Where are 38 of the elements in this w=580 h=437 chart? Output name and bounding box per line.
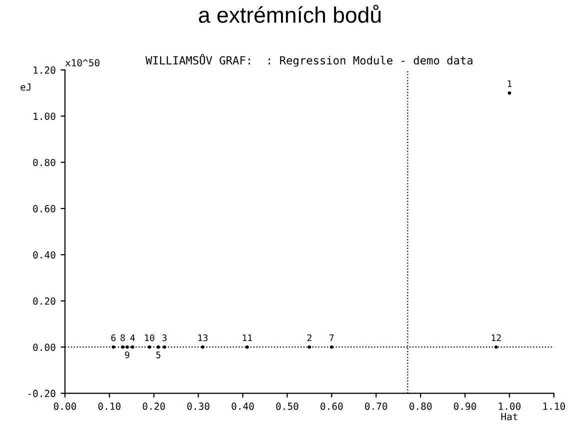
y-tick-label: -0.20 — [28, 390, 56, 398]
y-tick-label: 0.40 — [33, 251, 56, 259]
x-tick-label: 0.60 — [320, 402, 343, 410]
annotation: 9 — [125, 351, 130, 358]
annotation: 11 — [242, 334, 252, 342]
text: a extrémních bodů — [198, 4, 381, 23]
x-tick-label: 0.00 — [54, 402, 76, 410]
y-tick-label: 1.00 — [34, 112, 56, 120]
x-axis-title: Hat — [501, 413, 518, 420]
annotation: 12 — [492, 334, 501, 342]
annotation: 8 — [120, 334, 125, 342]
annotation: 2 — [307, 334, 312, 342]
x-tick-label: 0.50 — [276, 402, 298, 410]
annotation: 7 — [330, 334, 334, 342]
x-tick-label: 1.00 — [498, 402, 521, 410]
y-tick-label: 0.60 — [33, 205, 56, 212]
x-tick-label: 0.70 — [365, 402, 388, 410]
x-tick-label: 0.40 — [232, 402, 254, 410]
x-tick-label: 0.30 — [187, 402, 210, 410]
annotation: 10 — [145, 334, 154, 342]
y-tick-label: 0.80 — [33, 158, 56, 166]
annotation: 13 — [198, 334, 208, 342]
y-tick-label: 0.00 — [33, 344, 56, 351]
y-tick-label: 0.20 — [33, 297, 56, 305]
y-tick-label: 1.20 — [34, 66, 56, 74]
text: x10^50 — [65, 59, 100, 66]
y-axis-title: eJ — [20, 83, 30, 91]
x-tick-label: 0.20 — [142, 402, 165, 410]
chart-title: WILLIAMSŮV GRAF: : Regression Module - demo data — [146, 54, 472, 67]
annotation: 6 — [111, 334, 116, 342]
annotation: 3 — [162, 334, 167, 342]
x-tick-label: 0.10 — [98, 402, 120, 410]
x-tick-label: 0.90 — [454, 402, 476, 410]
x-tick-label: 1.10 — [543, 402, 565, 410]
annotation: 5 — [156, 352, 160, 358]
annotation: 4 — [130, 334, 135, 342]
annotation: 1 — [508, 80, 512, 87]
x-tick-label: 0.80 — [409, 402, 432, 410]
